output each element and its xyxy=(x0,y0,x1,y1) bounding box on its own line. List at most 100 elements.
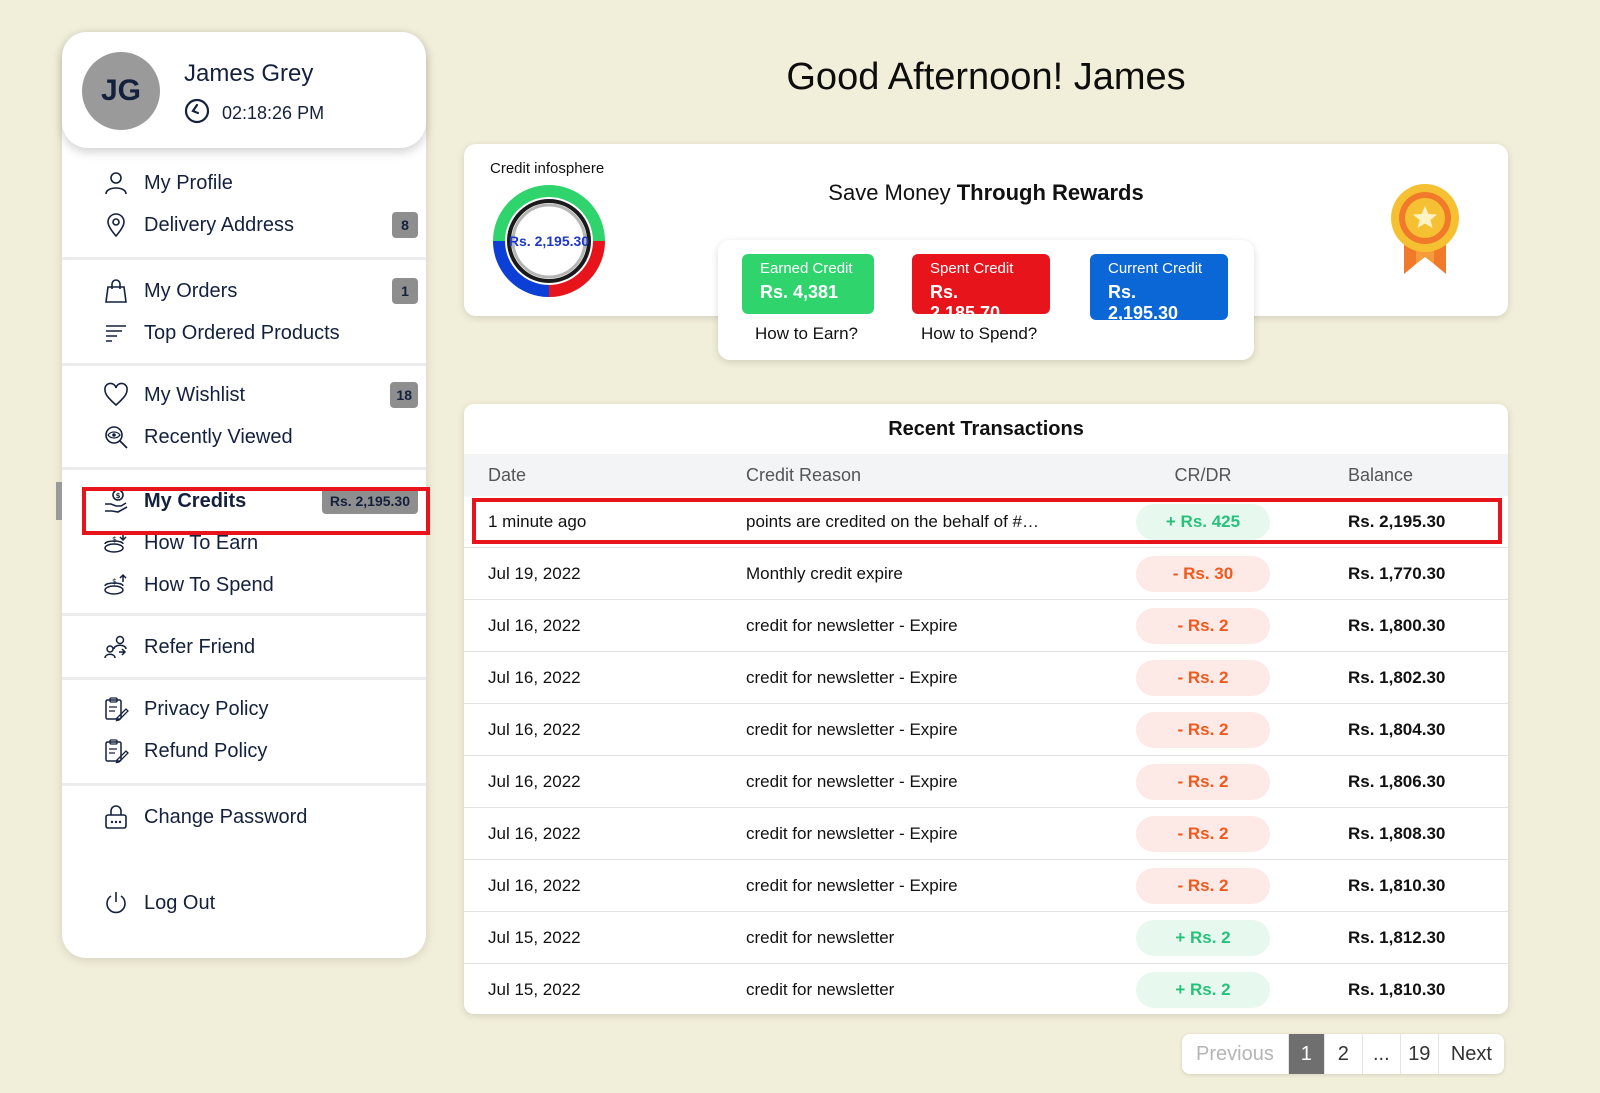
sidebar-item-label: Refund Policy xyxy=(144,739,268,762)
cell-date: Jul 16, 2022 xyxy=(488,719,581,739)
page-title: Good Afternoon! James xyxy=(786,56,1186,98)
cell-reason-text: Monthly credit expire xyxy=(746,563,903,583)
cell-crdr: - Rs. 30 xyxy=(1136,548,1270,599)
how-to-spend-link[interactable]: How to Spend? xyxy=(921,324,1038,343)
sidebar-item-label: Top Ordered Products xyxy=(144,321,340,344)
sidebar-item-my-wishlist[interactable]: My Wishlist xyxy=(102,378,245,412)
cell-crdr: - Rs. 2 xyxy=(1136,600,1270,651)
clock-row: 02:18:26 PM xyxy=(184,98,324,129)
rewards-title-prefix: Save Money xyxy=(828,180,957,205)
sidebar-item-recently-viewed[interactable]: Recently Viewed xyxy=(102,420,293,454)
amount-pill: - Rs. 2 xyxy=(1136,607,1270,644)
hand-coin-icon: $ xyxy=(102,487,130,515)
infosphere-label: Credit infosphere xyxy=(490,160,605,177)
cell-reason: credit for newsletter xyxy=(746,964,1066,1014)
sidebar-item-how-to-earn[interactable]: $ How To Earn xyxy=(102,526,258,560)
cell-reason-text: credit for newsletter xyxy=(746,927,895,947)
table-row: Jul 16, 2022 credit for newsletter - Expi… xyxy=(464,756,1508,808)
power-icon xyxy=(102,889,130,917)
next-page-button[interactable]: Next xyxy=(1450,1042,1492,1065)
table-row: Jul 16, 2022 credit for newsletter - Expi… xyxy=(464,652,1508,704)
sidebar-item-refer-friend[interactable]: Refer Friend xyxy=(102,630,255,664)
cell-date: Jul 19, 2022 xyxy=(488,563,581,583)
cell-balance: Rs. 1,802.30 xyxy=(1348,667,1446,687)
sidebar-item-label: How To Earn xyxy=(144,531,259,554)
sidebar-item-delivery-address[interactable]: Delivery Address xyxy=(102,208,294,242)
sidebar-item-refund-policy[interactable]: Refund Policy xyxy=(102,734,267,768)
menu-group-account: My Profile Delivery Address 8 xyxy=(62,148,426,260)
sidebar-item-label: Privacy Policy xyxy=(144,697,269,720)
previous-page-button[interactable]: Previous xyxy=(1182,1034,1289,1074)
sidebar-item-label: My Wishlist xyxy=(144,383,246,406)
sidebar-item-my-credits[interactable]: $ My Credits xyxy=(102,484,246,518)
profile-card: JG James Grey 02:18:26 PM xyxy=(62,32,426,148)
sidebar-item-my-orders[interactable]: My Orders xyxy=(102,274,237,308)
table-row: 1 minute ago points are credited on the b… xyxy=(464,496,1508,548)
table-row: Jul 16, 2022 credit for newsletter - Expi… xyxy=(464,808,1508,860)
sidebar-item-label: My Profile xyxy=(144,171,233,194)
cell-reason-text: credit for newsletter - Expire xyxy=(746,823,958,843)
clipboard-edit-icon xyxy=(102,737,130,765)
sidebar-item-change-password[interactable]: Change Password xyxy=(102,800,307,834)
table-header: Date Credit Reason CR/DR Balance xyxy=(464,454,1508,496)
page-button-1[interactable]: 1 xyxy=(1288,1034,1325,1074)
sidebar-item-how-to-spend[interactable]: $ How To Spend xyxy=(102,568,274,602)
cell-balance: Rs. 1,812.30 xyxy=(1348,927,1446,947)
spent-credit-value: Rs. 2,185.70 xyxy=(930,282,1001,323)
sidebar-item-label: How To Spend xyxy=(144,573,274,596)
svg-text:$: $ xyxy=(112,535,117,544)
table-row: Jul 16, 2022 credit for newsletter - Expi… xyxy=(464,860,1508,912)
transactions-title: Recent Transactions xyxy=(888,418,1084,440)
cell-reason-text: credit for newsletter - Expire xyxy=(746,719,958,739)
cell-reason: credit for newsletter - Expire xyxy=(746,704,1066,755)
cell-reason-text: points are credited on the behalf of #… xyxy=(746,511,1039,531)
cell-balance: Rs. 1,810.30 xyxy=(1348,875,1446,895)
sidebar-item-my-profile[interactable]: My Profile xyxy=(102,166,233,200)
cell-reason-text: credit for newsletter xyxy=(746,979,895,999)
sidebar-item-label: Refer Friend xyxy=(144,635,256,658)
cell-date: Jul 15, 2022 xyxy=(488,927,581,947)
cell-balance: Rs. 1,804.30 xyxy=(1348,719,1446,739)
credit-summary-box: Earned Credit Rs. 4,381 Spent Credit Rs.… xyxy=(718,240,1254,360)
column-header-date: Date xyxy=(488,464,527,485)
clock-icon xyxy=(184,98,210,129)
sidebar-item-privacy-policy[interactable]: Privacy Policy xyxy=(102,692,268,726)
page-button-2[interactable]: 2 xyxy=(1325,1034,1363,1074)
cell-reason-text: credit for newsletter - Expire xyxy=(746,615,958,635)
sidebar-item-label: Delivery Address xyxy=(144,213,295,236)
cell-balance: Rs. 1,800.30 xyxy=(1348,615,1446,635)
cell-reason: credit for newsletter - Expire xyxy=(746,600,1066,651)
cell-date: Jul 16, 2022 xyxy=(488,667,581,687)
earned-credit-value: Rs. 4,381 xyxy=(760,282,839,302)
sidebar-item-top-ordered-products[interactable]: Top Ordered Products xyxy=(102,316,340,350)
cell-date: Jul 15, 2022 xyxy=(488,979,581,999)
cell-crdr: - Rs. 2 xyxy=(1136,652,1270,703)
sidebar-item-log-out[interactable]: Log Out xyxy=(102,886,215,920)
amount-pill: - Rs. 2 xyxy=(1136,659,1270,696)
cell-reason: credit for newsletter - Expire xyxy=(746,808,1066,859)
cell-balance: Rs. 2,195.30 xyxy=(1348,511,1446,531)
clipboard-edit-icon xyxy=(102,695,130,723)
coins-spend-icon: $ xyxy=(102,571,130,599)
cell-reason-text: credit for newsletter - Expire xyxy=(746,771,958,791)
sidebar-item-label: Recently Viewed xyxy=(144,425,293,448)
svg-text:$: $ xyxy=(112,577,117,586)
cell-reason-text: credit for newsletter - Expire xyxy=(746,875,958,895)
orders-count-badge: 1 xyxy=(392,278,418,304)
table-row: Jul 16, 2022 credit for newsletter - Expi… xyxy=(464,704,1508,756)
how-to-earn-link[interactable]: How to Earn? xyxy=(755,324,858,343)
cell-date: 1 minute ago xyxy=(488,511,587,531)
spent-credit-label: Spent Credit xyxy=(930,260,1014,277)
cell-crdr: - Rs. 2 xyxy=(1136,756,1270,807)
table-row: Jul 15, 2022 credit for newsletter + Rs. 2… xyxy=(464,964,1508,1014)
earned-credit-label: Earned Credit xyxy=(760,260,853,277)
cell-reason: credit for newsletter - Expire xyxy=(746,860,1066,911)
sidebar-item-label: Change Password xyxy=(144,805,308,828)
credits-balance-badge: Rs. 2,195.30 xyxy=(321,488,418,514)
menu-group-credits: $ My Credits Rs. 2,195.30 $ How To Earn … xyxy=(56,470,426,616)
page-button-19[interactable]: 19 xyxy=(1401,1034,1439,1074)
amount-pill: - Rs. 2 xyxy=(1136,815,1270,852)
heart-icon xyxy=(102,381,130,409)
medal-icon xyxy=(1391,184,1459,274)
column-header-crdr: CR/DR xyxy=(1174,464,1232,485)
